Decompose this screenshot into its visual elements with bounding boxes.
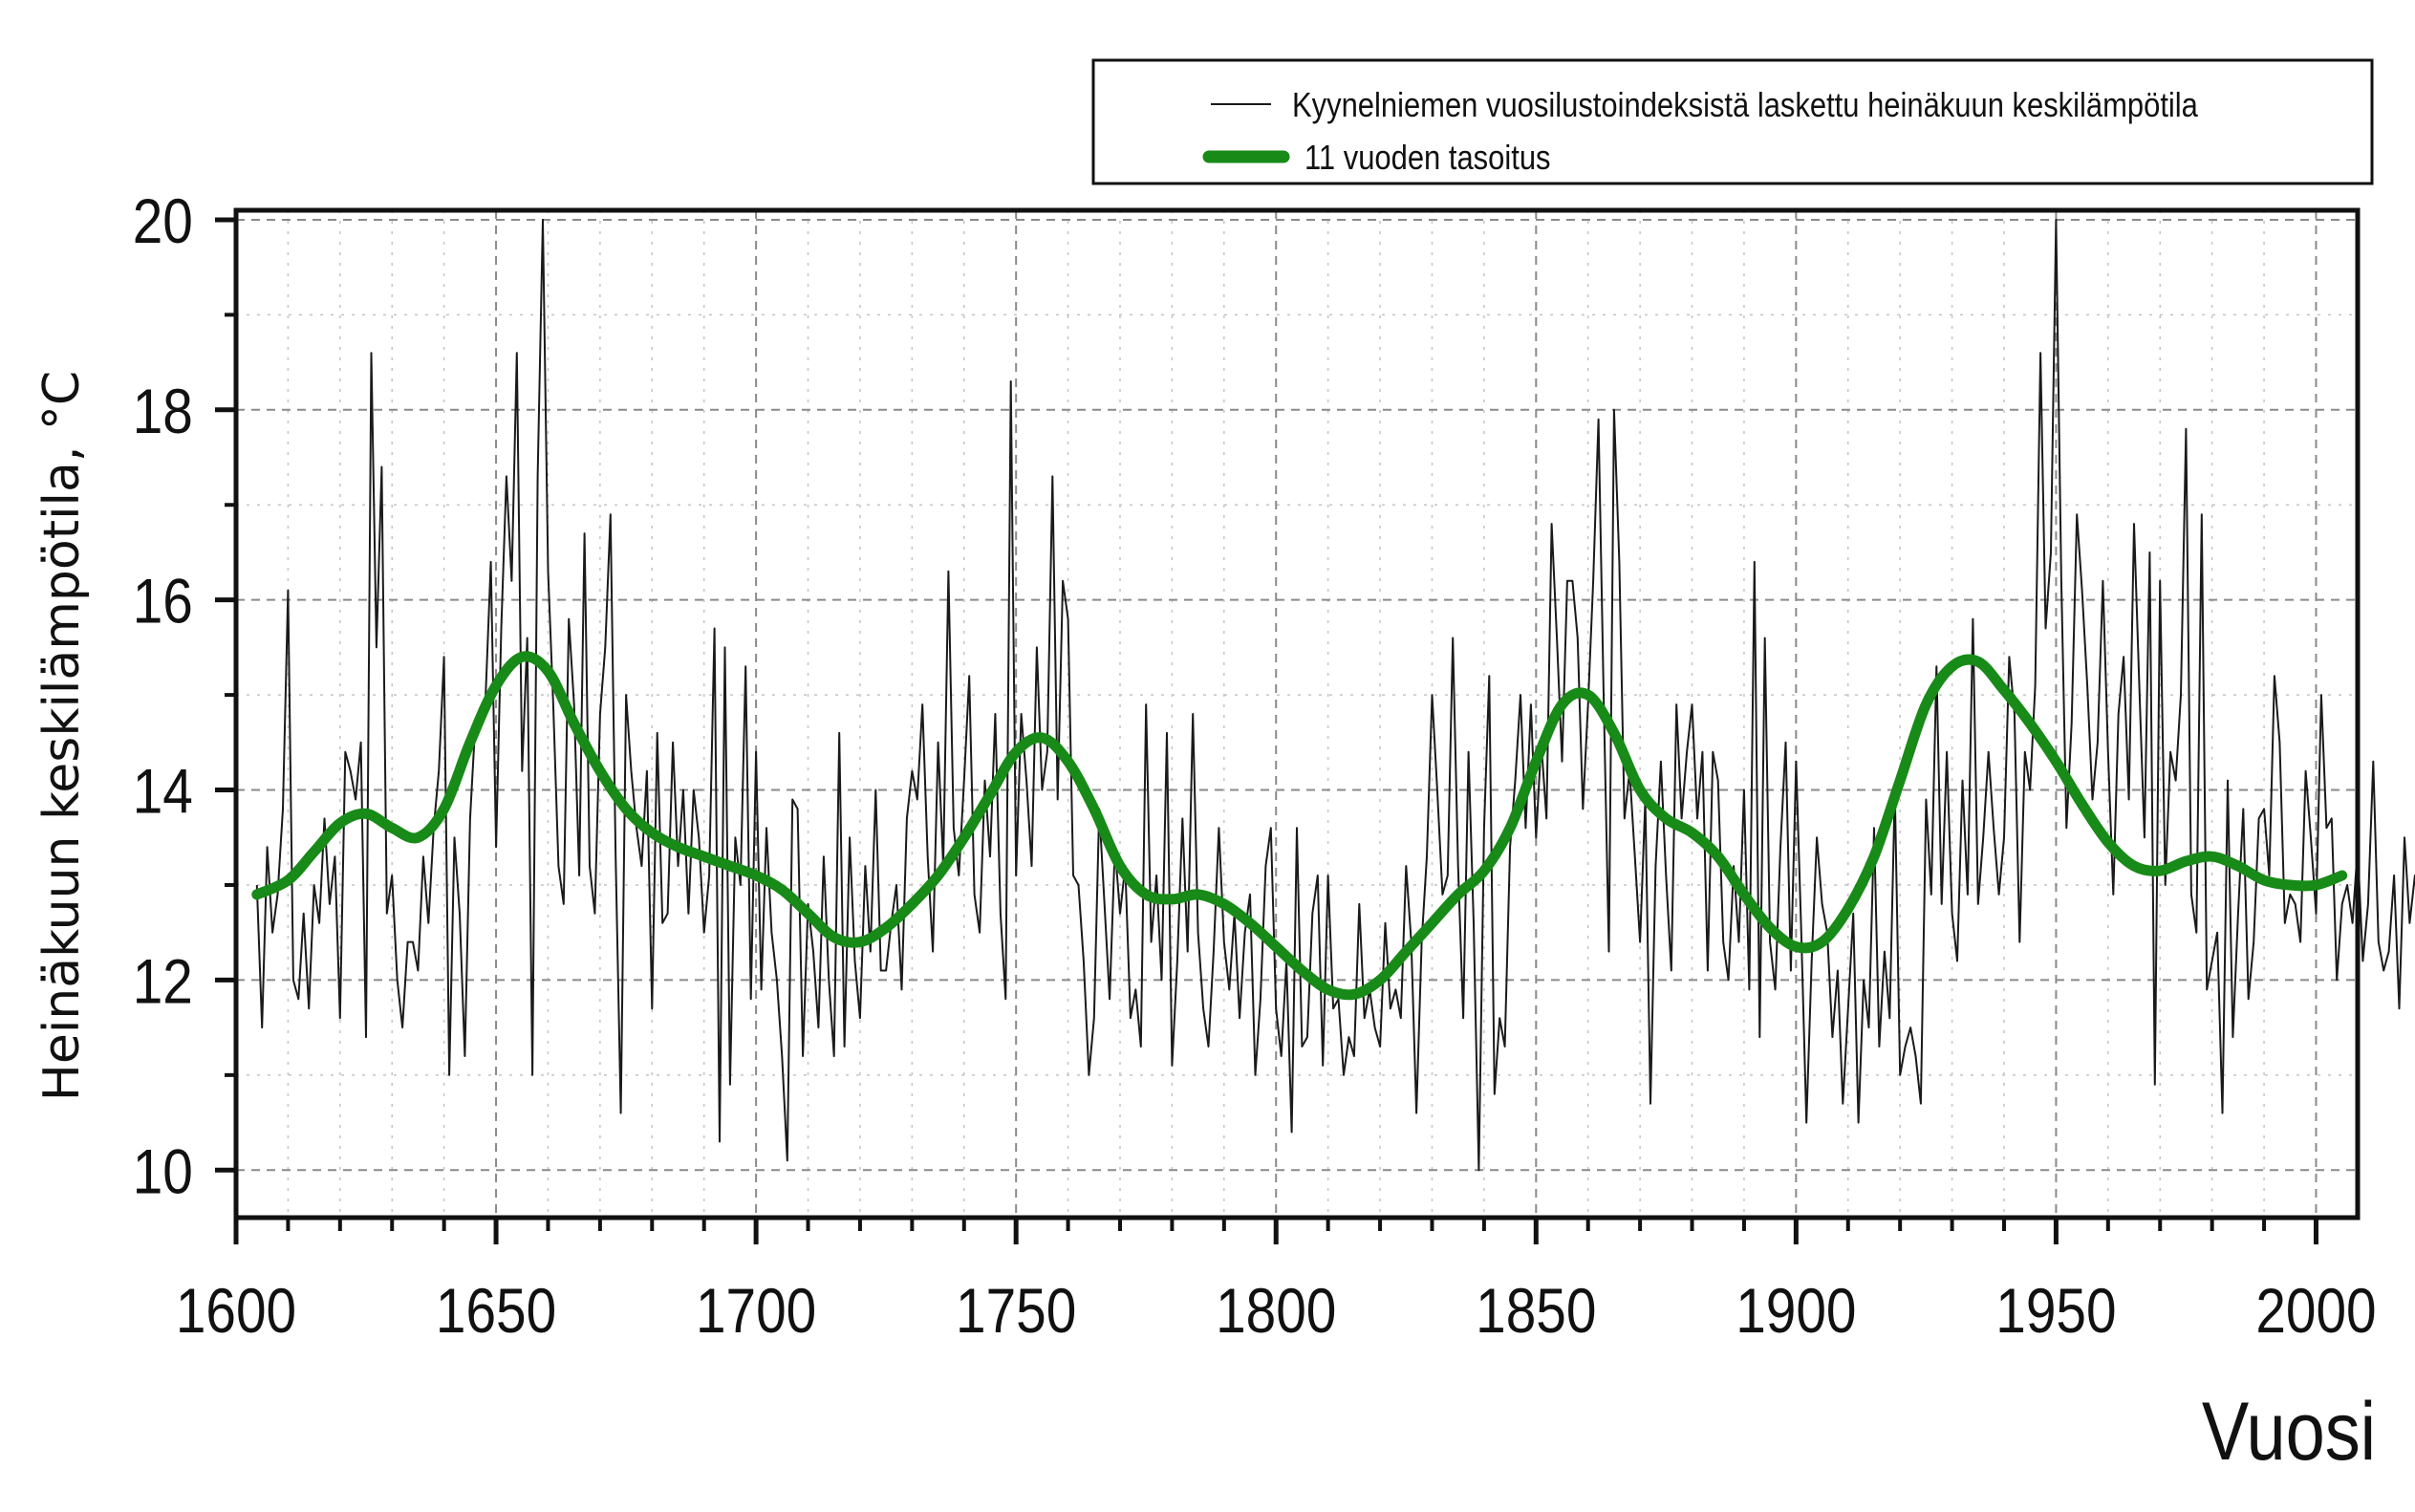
series-line-smooth <box>251 651 2348 1001</box>
x-tick-label: 1700 <box>696 1276 816 1347</box>
x-tick-label: 1900 <box>1736 1276 1856 1347</box>
y-axis: 10 12 14 16 18 20 <box>133 186 236 1207</box>
legend-label-annual: Kyynelniemen vuosilustoindeksistä lasket… <box>1292 87 2198 125</box>
x-tick-label: 2000 <box>2255 1276 2376 1347</box>
x-tick-label: 1850 <box>1476 1276 1596 1347</box>
y-tick-label: 18 <box>133 377 193 447</box>
x-axis-title: Vuosi <box>2202 1385 2376 1478</box>
y-tick-label: 12 <box>133 946 193 1017</box>
y-tick-label: 10 <box>133 1136 193 1207</box>
y-axis-title: Heinäkuun keskilämpötila, °C <box>33 371 91 1102</box>
x-tick-label: 1800 <box>1216 1276 1336 1347</box>
legend-label-smooth: 11 vuoden tasoitus <box>1305 140 1551 178</box>
legend-box <box>1091 58 2374 185</box>
legend: Kyynelniemen vuosilustoindeksistä lasket… <box>1091 58 2374 185</box>
series-line-annual <box>255 218 2415 1172</box>
series-layer <box>251 218 2415 1172</box>
x-tick-label: 1750 <box>956 1276 1076 1347</box>
x-tick-label: 1600 <box>176 1276 296 1347</box>
x-tick-label: 1650 <box>436 1276 556 1347</box>
x-tick-label: 1950 <box>1995 1276 2116 1347</box>
gridlines <box>236 210 2358 1218</box>
y-tick-label: 20 <box>133 186 193 257</box>
y-tick-label: 14 <box>133 757 193 828</box>
x-axis: 1600 1650 1700 1750 1800 1850 1900 1950 2000 <box>176 1218 2377 1347</box>
plot-frame <box>233 207 2361 1220</box>
y-tick-label: 16 <box>133 567 193 637</box>
